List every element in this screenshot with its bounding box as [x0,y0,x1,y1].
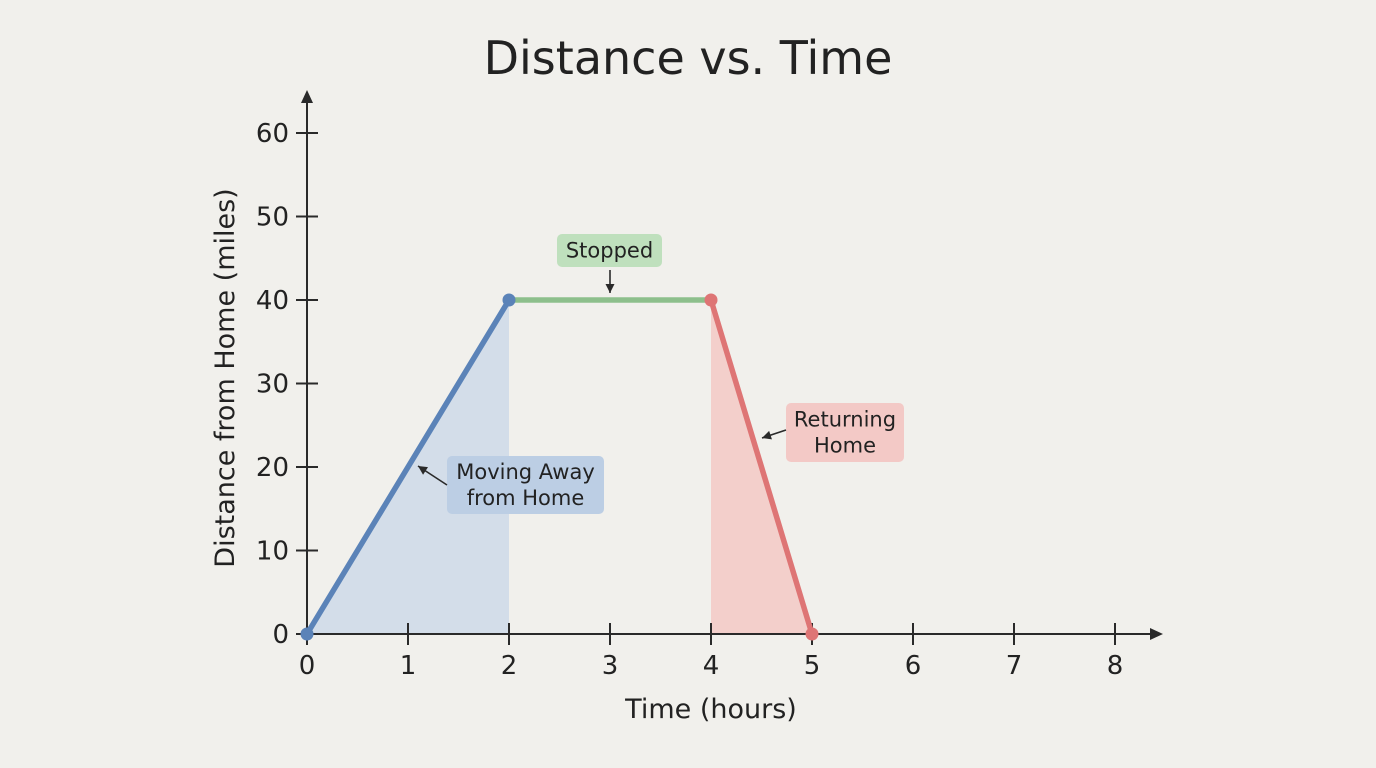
annotation-box-2 [786,403,904,462]
x-tick-label-8: 8 [1107,651,1124,681]
y-tick-label-40: 40 [256,286,289,316]
data-point-1 [502,293,516,307]
ticks: 0 1 2 3 4 5 6 7 8 0 10 20 30 40 50 60 [256,119,1123,681]
data-point-0 [300,627,314,641]
y-tick-label-10: 10 [256,537,289,567]
annotation-text-2-1: Home [814,434,876,458]
annotation-text-1-0: Moving Away [456,460,595,484]
x-tick-label-1: 1 [400,651,417,681]
y-tick-label-0: 0 [272,620,289,650]
y-tick-label-20: 20 [256,453,289,483]
x-axis-label: Time (hours) [624,694,797,725]
y-tick-label-50: 50 [256,203,289,233]
x-tick-label-7: 7 [1006,651,1023,681]
annotation-box-1 [447,456,604,514]
x-tick-label-3: 3 [602,651,619,681]
x-tick-label-2: 2 [501,651,518,681]
x-tick-label-5: 5 [804,651,821,681]
series-line-2 [708,297,815,637]
y-axis-arrow [301,90,313,103]
annotation-arrow-head-0 [605,284,615,293]
data-points [300,293,819,641]
x-tick-label-6: 6 [905,651,922,681]
annotation-text-0-0: Stopped [566,239,653,263]
x-tick-label-4: 4 [703,651,720,681]
x-tick-label-0: 0 [299,651,316,681]
series-line-0 [304,297,512,637]
y-tick-label-30: 30 [256,370,289,400]
annotation-box-0 [557,234,662,267]
y-axis-label: Distance from Home (miles) [210,188,241,567]
series-lines [304,297,815,637]
chart-title: Distance vs. Time [484,31,893,85]
annotation-arrow-head-1 [418,466,428,475]
annotation-arrow-head-2 [762,430,772,440]
data-point-3 [805,627,819,641]
y-tick-label-60: 60 [256,119,289,149]
x-axis-arrow [1150,628,1163,640]
annotation-text-2-0: Returning [794,408,896,432]
annotation-text-1-1: from Home [467,486,585,510]
data-point-2 [704,293,718,307]
